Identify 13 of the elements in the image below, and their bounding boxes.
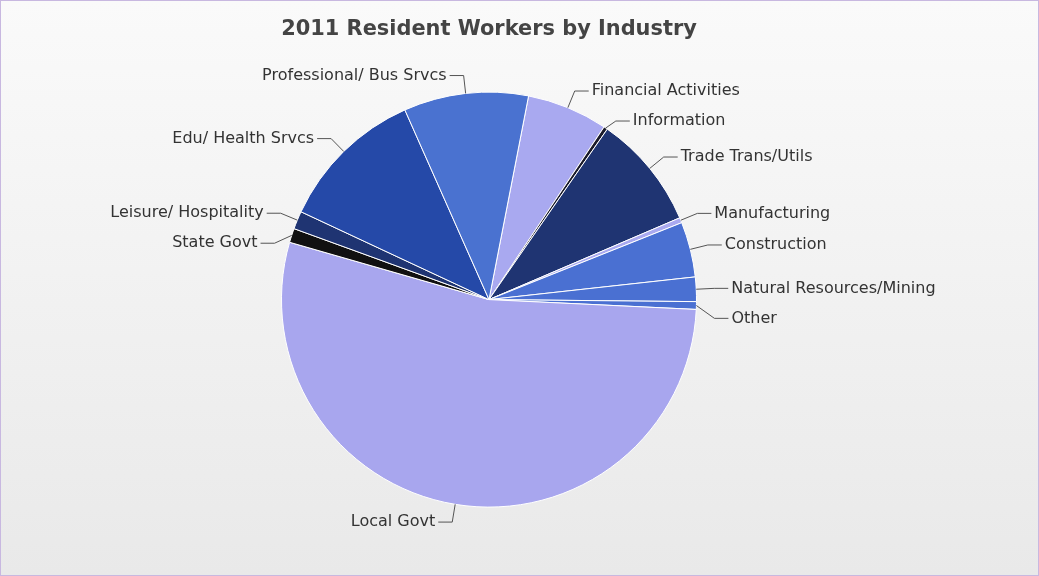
slice-label: Manufacturing: [714, 202, 831, 222]
slice-label: Professional/ Bus Srvcs: [262, 64, 447, 84]
chart-title: 2011 Resident Workers by Industry: [281, 16, 698, 41]
slice-label: State Govt: [172, 232, 258, 252]
slice-label: Leisure/ Hospitality: [110, 202, 264, 222]
slice-label: Construction: [724, 234, 827, 254]
slice-label: Other: [731, 307, 778, 327]
slice-label: Information: [632, 110, 726, 130]
slice-label: Edu/ Health Srvcs: [172, 127, 315, 147]
slice-label: Trade Trans/Utils: [679, 146, 813, 166]
slice-label: Financial Activities: [591, 80, 740, 100]
slice-label: Natural Resources/Mining: [731, 277, 936, 297]
slice-label: Local Govt: [350, 511, 436, 531]
